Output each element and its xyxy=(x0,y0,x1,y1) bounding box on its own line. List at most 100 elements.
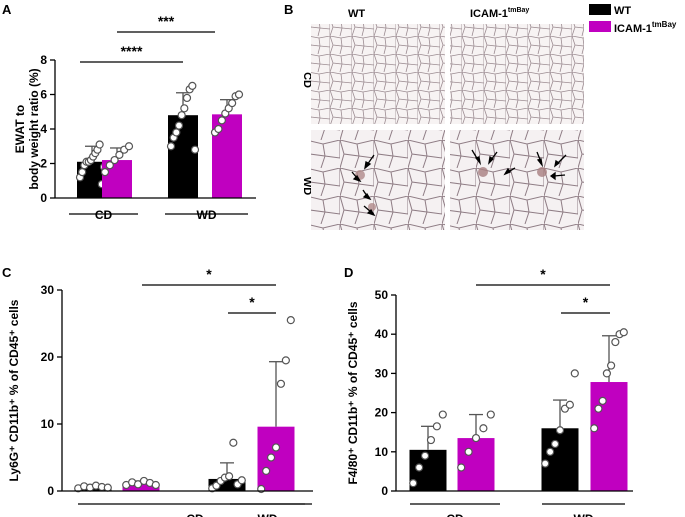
data-point xyxy=(471,433,481,443)
data-point xyxy=(565,400,574,409)
legend-label-icam-main: ICAM-1 xyxy=(614,23,652,35)
data-point xyxy=(611,337,620,347)
data-point xyxy=(541,459,550,468)
data-point xyxy=(180,104,189,113)
micrograph-icam-wd xyxy=(450,130,584,230)
y-tick-label: 0 xyxy=(47,484,54,498)
data-point xyxy=(550,439,560,449)
legend-label-wt: WT xyxy=(614,5,631,17)
y-tick-label: 50 xyxy=(375,288,389,302)
group-label: CD xyxy=(446,512,464,517)
histology-col-wt: WT xyxy=(348,8,365,20)
panel-label-a: A xyxy=(2,2,12,17)
panel-label-c: C xyxy=(2,265,12,280)
data-point xyxy=(105,161,114,170)
legend-label-icam-sup: tmBay xyxy=(652,20,677,29)
y-tick-label: 6 xyxy=(40,88,47,102)
bar xyxy=(257,426,295,491)
data-point xyxy=(262,466,271,475)
data-point xyxy=(598,396,607,405)
data-point xyxy=(217,116,226,125)
data-point xyxy=(438,410,447,419)
data-point xyxy=(619,328,628,337)
significance-label: * xyxy=(249,294,255,310)
data-point xyxy=(271,443,281,452)
significance-label: *** xyxy=(158,13,175,29)
y-axis-label: F4/80⁺ CD11b⁺ % of CD45⁺ cells xyxy=(346,301,360,484)
y-tick-label: 0 xyxy=(40,191,47,205)
histology-col-icam: ICAM-1tmBay xyxy=(470,7,529,20)
legend-swatch-icam xyxy=(589,21,611,32)
data-point xyxy=(174,121,184,130)
group-label: WD xyxy=(574,512,594,517)
data-point xyxy=(182,93,192,103)
data-point xyxy=(602,369,611,378)
data-point xyxy=(432,422,441,431)
data-point xyxy=(214,124,223,134)
bar xyxy=(590,382,628,491)
micrograph-wt-wd xyxy=(311,130,445,230)
y-tick-label: 4 xyxy=(40,122,47,136)
y-axis-label: Ly6G⁺ CD11b⁺ % of CD45⁺ cells xyxy=(7,299,21,481)
data-point xyxy=(103,483,112,492)
y-tick-label: 20 xyxy=(41,350,55,364)
y-tick-label: 10 xyxy=(41,417,55,431)
data-point xyxy=(409,479,418,488)
chart-c: 0 10 20 30 Ly6G⁺ CD11b⁺ % of CD45⁺ cells CD WD… xyxy=(7,266,313,517)
y-axis-label: body weight ratio (%) xyxy=(27,68,41,189)
data-point xyxy=(266,453,276,462)
crown-like-structure xyxy=(537,167,547,177)
micrograph-icam-cd xyxy=(450,24,584,124)
data-point xyxy=(237,476,246,485)
histology-col-icam-sup: tmBay xyxy=(508,7,530,14)
data-point xyxy=(607,361,616,370)
bar xyxy=(122,483,160,491)
data-point xyxy=(115,150,124,159)
y-tick-label: 20 xyxy=(375,406,389,420)
data-point xyxy=(133,480,143,489)
data-point xyxy=(95,140,104,149)
y-tick-label: 30 xyxy=(41,283,55,297)
significance-label: * xyxy=(206,266,212,282)
significance-label: * xyxy=(583,294,589,310)
data-point xyxy=(188,81,197,90)
data-point xyxy=(415,463,424,472)
data-point xyxy=(100,168,110,177)
legend: WT ICAM-1tmBay xyxy=(589,4,677,35)
data-point xyxy=(486,410,495,419)
group-label: WD xyxy=(258,512,278,517)
y-tick-label: 2 xyxy=(40,157,47,171)
histology-row-cd: CD xyxy=(301,72,313,88)
data-point xyxy=(276,379,286,388)
data-point xyxy=(426,435,436,445)
crown-like-structure xyxy=(478,167,488,177)
y-tick-label: 0 xyxy=(381,484,388,498)
data-point xyxy=(420,451,430,460)
data-point xyxy=(78,168,87,177)
legend-label-icam: ICAM-1tmBay xyxy=(614,20,677,35)
data-point xyxy=(110,155,119,165)
chart-d: 0 10 20 30 40 50 F4/80⁺ CD11b⁺ % of CD45⁺ cell… xyxy=(346,266,633,517)
group-label: CD xyxy=(95,208,113,222)
y-tick-label: 30 xyxy=(375,366,389,380)
data-point xyxy=(172,128,181,137)
histology-col-icam-main: ICAM-1 xyxy=(470,8,508,20)
data-point xyxy=(281,356,290,365)
data-point xyxy=(546,447,555,456)
group-label: CD xyxy=(186,512,204,517)
data-point xyxy=(457,463,466,472)
bar xyxy=(168,115,198,198)
histology-panel: WT ICAM-1tmBay CD WD xyxy=(301,7,584,230)
data-point xyxy=(479,424,488,433)
data-point xyxy=(151,480,160,490)
y-axis-label: EWAT to xyxy=(13,105,27,153)
data-point xyxy=(234,90,244,99)
arrow-icon xyxy=(351,149,567,217)
panel-label-d: D xyxy=(344,265,353,280)
y-tick-label: 8 xyxy=(40,53,47,67)
data-point xyxy=(464,447,473,456)
y-tick-label: 10 xyxy=(375,445,389,459)
data-point xyxy=(555,426,565,435)
data-point xyxy=(177,111,186,120)
